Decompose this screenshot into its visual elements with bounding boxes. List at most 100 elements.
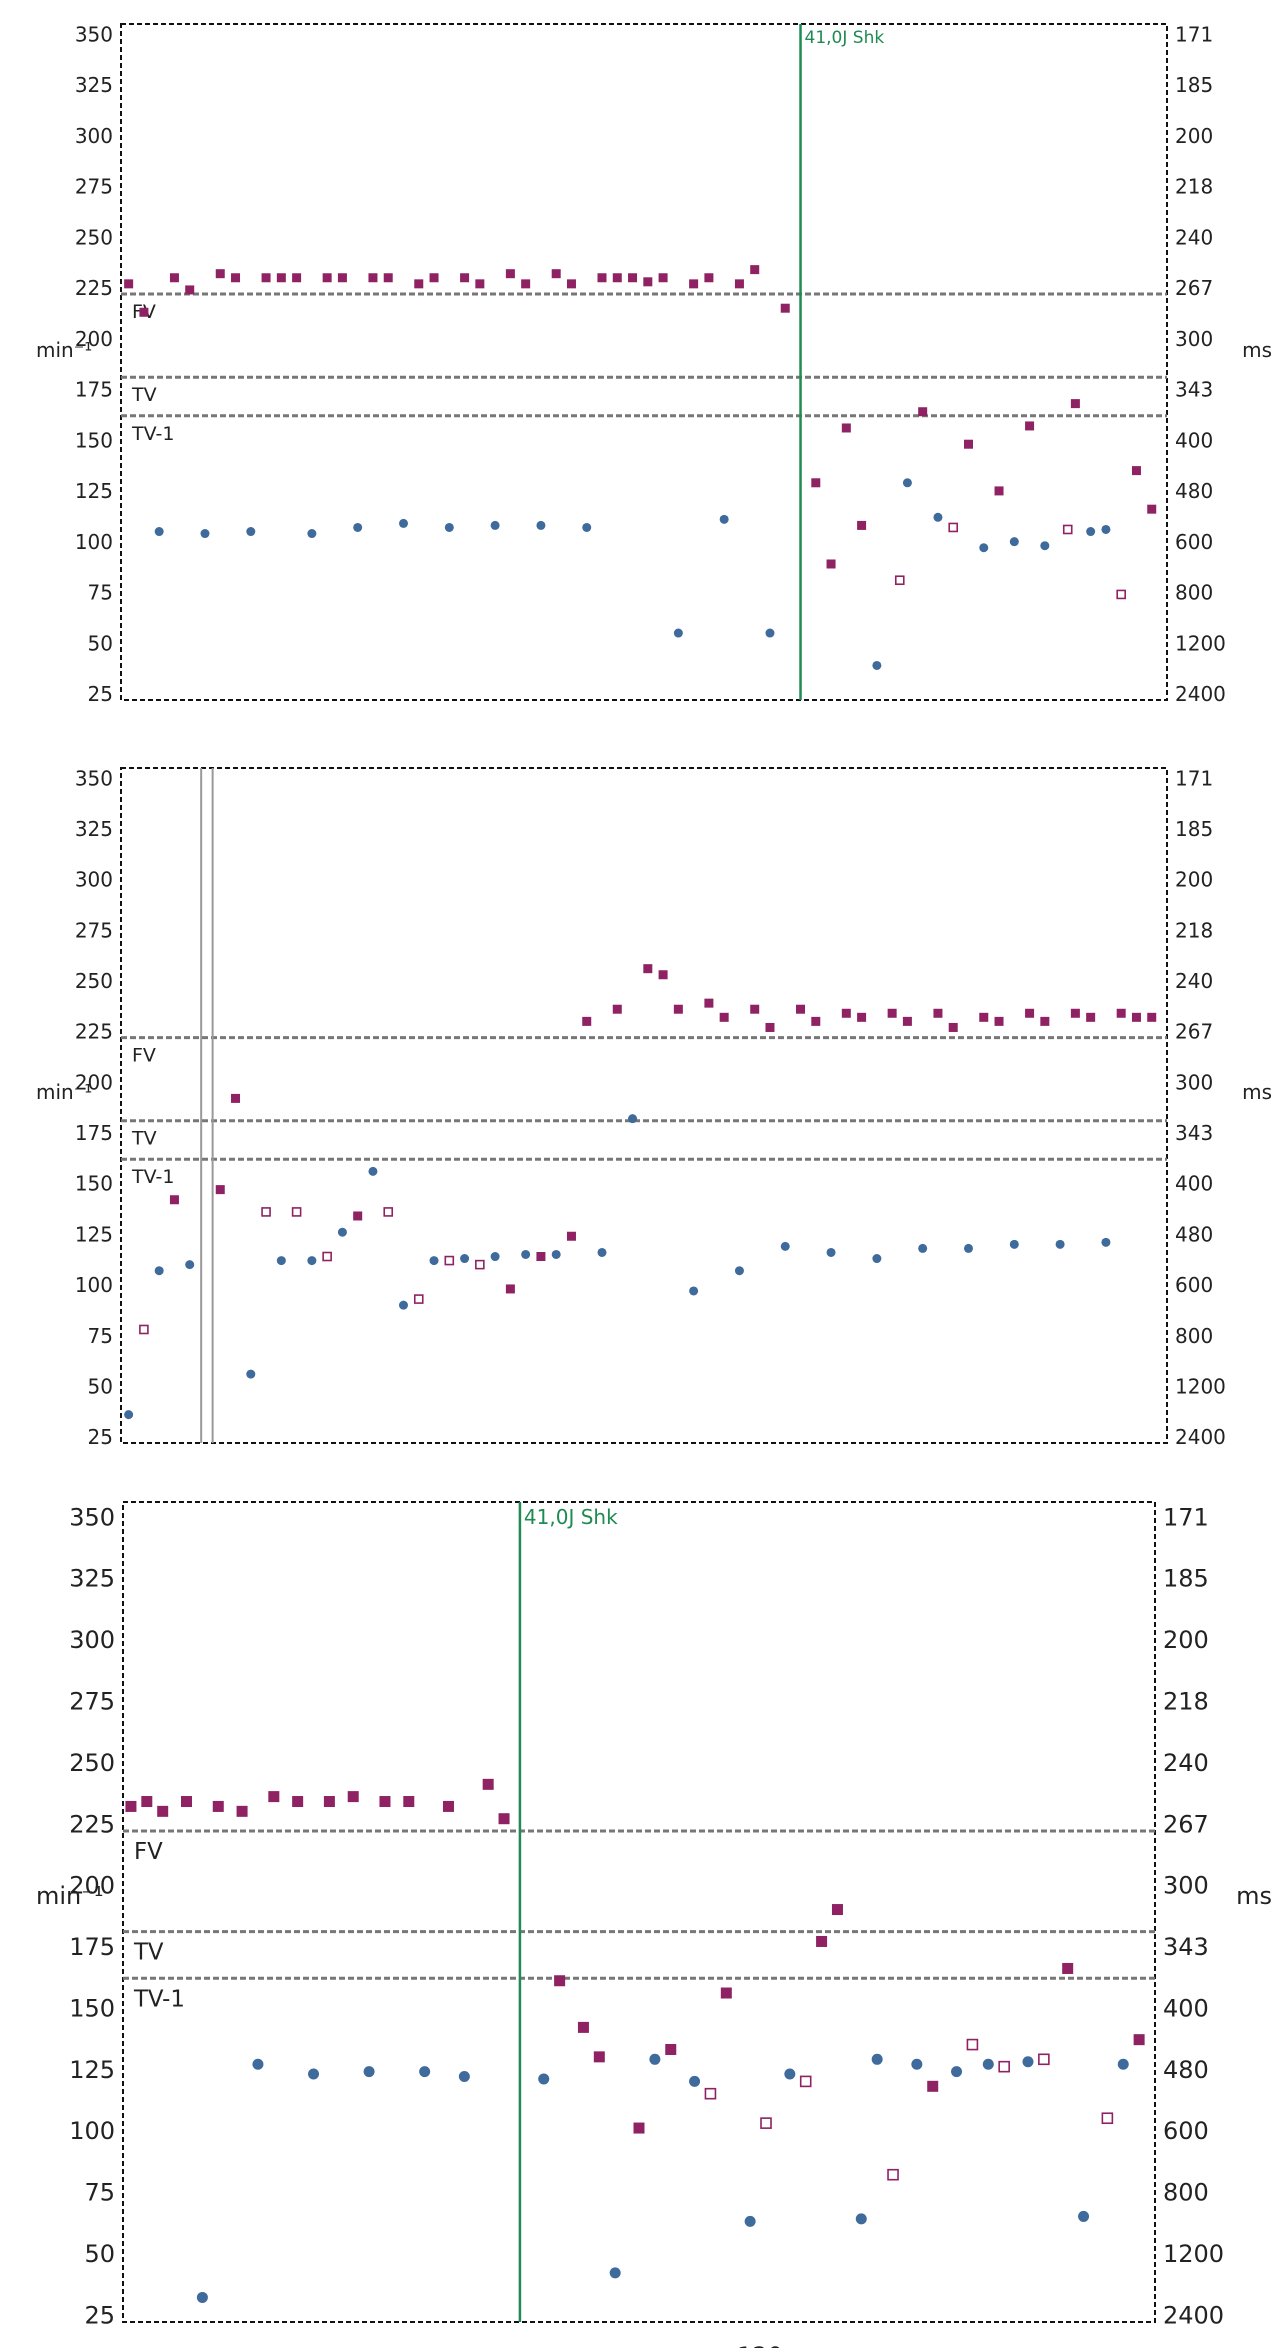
y-tick-label-right: 240 [1175,969,1213,993]
paced-beat-point [1078,2210,1090,2222]
paced-beat-point [911,2058,923,2070]
refractory-beat-point [704,2087,717,2100]
sensed-beat-point [322,273,332,283]
sensed-beat-point [261,273,271,283]
sensed-beat-point [963,439,973,449]
sensed-beat-point [566,1231,576,1241]
paced-beat-point [1009,537,1019,547]
sensed-beat-point [658,970,668,980]
y-tick-label-left: 100 [69,2117,115,2145]
y-tick-label-right: 267 [1163,1810,1209,1838]
sensed-beat-point [719,1012,729,1022]
zone-label: TV [131,384,157,406]
y-tick-label-left: 75 [88,1324,113,1348]
sensed-beat-point [1147,504,1157,514]
paced-beat-point [246,527,256,537]
sensed-beat-point [933,1008,943,1018]
sensed-beat-point [276,273,286,283]
y-tick-label-left: 50 [88,1374,113,1398]
paced-beat-point [673,628,683,638]
y-tick-label-right: 218 [1163,1688,1209,1716]
y-tick-label-left: 225 [69,1810,115,1838]
paced-beat-point [1022,2056,1034,2068]
paced-beat-point [780,1241,790,1251]
paced-beat-point [429,1256,439,1266]
paced-beat-point [951,2066,963,2078]
paced-beat-point [458,2070,470,2082]
sensed-beat-point [1025,1008,1035,1018]
y-tick-label-right: 300 [1163,1872,1209,1900]
paced-beat-point [308,2068,320,2080]
sensed-beat-point [826,559,836,569]
sensed-beat-point [1131,1012,1141,1022]
sensed-beat-point [643,277,653,287]
sensed-beat-point [887,1008,897,1018]
sensed-beat-point [918,407,928,417]
paced-beat-point [902,478,912,488]
sensed-beat-point [185,285,195,295]
sensed-beat-point [673,1004,683,1014]
y-tick-label-left: 125 [69,2056,115,2084]
sensed-beat-point [841,423,851,433]
y-tick-label-left: 300 [69,1626,115,1654]
paced-beat-point [872,660,882,670]
y-tick-label-left: 200 [75,1070,113,1094]
shock-label: 41,0J Shk [805,28,885,48]
sensed-beat-point [577,2021,589,2033]
sensed-beat-point [231,273,241,283]
zone-label: TV-1 [131,423,174,445]
refractory-beat-point [413,1294,424,1304]
paced-beat-point [933,512,943,522]
zone-label: TV [131,1128,157,1150]
paced-beat-point [460,1254,470,1264]
paced-beat-point [597,1247,607,1257]
sensed-beat-point [720,1987,732,1999]
right-axis-unit: ms [1236,1882,1272,1910]
y-tick-label-right: 800 [1163,2179,1209,2207]
y-tick-label-right: 480 [1175,1222,1213,1246]
plot-frame [122,1501,1156,2323]
zone-label: TV-1 [131,1166,174,1188]
y-tick-label-right: 343 [1175,1121,1213,1145]
sensed-beat-point [353,1211,363,1221]
sensed-beat-point [521,279,531,289]
sensed-beat-point [841,1008,851,1018]
sensed-beat-point [141,1796,153,1808]
paced-beat-point [609,2267,621,2279]
sensed-beat-point [125,1800,137,1812]
refractory-beat-point [887,2168,899,2181]
y-tick-label-left: 150 [69,1994,115,2022]
refractory-beat-point [1038,2053,1050,2066]
refractory-beat-point [1116,589,1126,600]
chart-panel-1: 350 171 325 185 300 200 275 218 250 240 225 267 200 3… [36,22,1272,706]
paced-beat-point [1101,524,1111,534]
y-tick-label-right: 2400 [1175,682,1226,706]
y-tick-label-left: 325 [69,1565,115,1593]
paced-beat-point [649,2053,661,2065]
sensed-beat-point [337,273,347,283]
paced-beat-point [551,1249,561,1259]
paced-beat-point [628,1114,638,1124]
y-tick-label-left: 200 [69,1872,115,1900]
sensed-beat-point [780,303,790,313]
sensed-beat-point [750,265,760,275]
paced-beat-point [307,529,317,539]
y-tick-label-left: 200 [75,327,113,351]
paced-beat-point [154,1266,164,1276]
paced-beat-point [276,1256,286,1266]
y-tick-label-right: 200 [1175,124,1213,148]
sensed-beat-point [169,1195,179,1205]
paced-beat-point [689,2075,701,2087]
y-tick-label-left: 25 [88,682,113,706]
sensed-beat-point [460,273,470,283]
y-tick-label-left: 125 [75,1222,113,1246]
sensed-beat-point [236,1805,248,1817]
refractory-beat-point [383,1207,394,1217]
paced-beat-point [444,522,454,532]
y-tick-label-right: 480 [1163,2056,1209,2084]
sensed-beat-point [169,273,179,283]
sensed-beat-point [704,273,714,283]
sensed-beat-point [612,273,622,283]
y-tick-label-left: 75 [84,2179,115,2207]
paced-beat-point [398,518,408,528]
